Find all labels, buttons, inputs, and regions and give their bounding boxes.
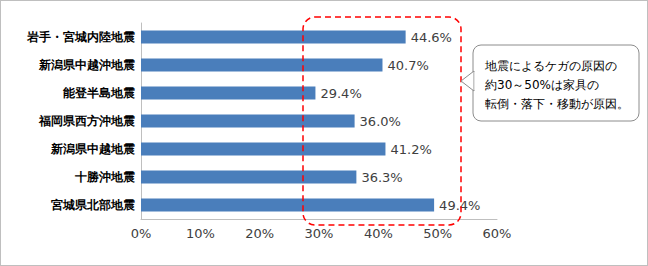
svg-text:能登半島地震: 能登半島地震	[63, 86, 135, 100]
svg-text:41.2%: 41.2%	[390, 142, 431, 157]
svg-text:36.3%: 36.3%	[361, 170, 402, 185]
svg-text:40%: 40%	[364, 226, 393, 241]
svg-text:宮城県北部地震: 宮城県北部地震	[51, 198, 135, 212]
svg-text:福岡県西方沖地震: 福岡県西方沖地震	[38, 114, 135, 128]
svg-text:49.4%: 49.4%	[439, 198, 480, 213]
svg-text:地震によるケガの原因の: 地震によるケガの原因の	[484, 59, 617, 73]
svg-text:約30～50%は家具の: 約30～50%は家具の	[485, 78, 599, 92]
svg-text:36.0%: 36.0%	[360, 114, 401, 129]
svg-text:60%: 60%	[483, 226, 512, 241]
svg-text:29.4%: 29.4%	[320, 86, 361, 101]
svg-text:新潟県中越沖地震: 新潟県中越沖地震	[38, 58, 135, 72]
svg-text:転倒・落下・移動が原因。: 転倒・落下・移動が原因。	[485, 97, 629, 111]
svg-text:十勝沖地震: 十勝沖地震	[74, 170, 135, 184]
svg-text:30%: 30%	[305, 226, 334, 241]
svg-text:44.6%: 44.6%	[411, 30, 452, 45]
svg-text:岩手・宮城内陸地震: 岩手・宮城内陸地震	[26, 30, 135, 44]
svg-text:20%: 20%	[245, 226, 274, 241]
svg-text:50%: 50%	[423, 226, 452, 241]
svg-text:0%: 0%	[131, 226, 152, 241]
svg-text:新潟県中越地震: 新潟県中越地震	[50, 142, 135, 156]
svg-text:40.7%: 40.7%	[387, 58, 428, 73]
svg-text:10%: 10%	[186, 226, 215, 241]
